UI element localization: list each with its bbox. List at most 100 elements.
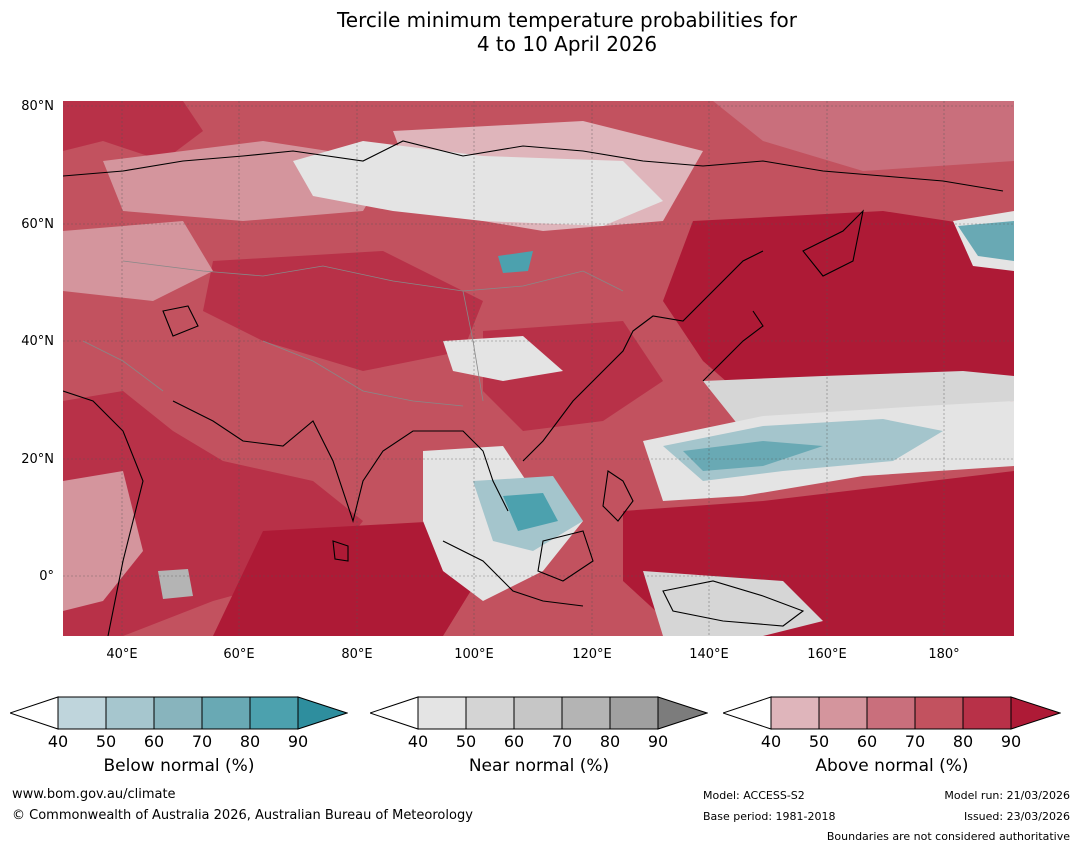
probability-map [63, 101, 1014, 636]
lat-label-40n: 40°N [21, 334, 54, 349]
tick-above-90: 90 [1000, 732, 1022, 751]
map-canvas [63, 101, 1014, 636]
colorbar-above-seg-70 [914, 696, 964, 730]
colorbar-below-seg-70 [201, 696, 251, 730]
colorbar-near [370, 696, 708, 730]
title-line-1: Tercile minimum temperature probabilitie… [336, 8, 798, 32]
east-asia-coast [522, 250, 764, 462]
tick-near-40: 40 [407, 732, 429, 751]
border-china-west [462, 290, 484, 402]
colorbar-below-max-arrow [297, 696, 348, 730]
colorbar-above-min-arrow [723, 696, 772, 730]
region-below-70-pacific [683, 441, 823, 471]
lat-label-equator: 0° [39, 569, 54, 584]
region-above-50-europe [63, 221, 213, 301]
region-above-90-io [213, 521, 483, 636]
colorbar-above-seg-60 [866, 696, 916, 730]
tick-above-70: 70 [904, 732, 926, 751]
border-south-asia [262, 340, 464, 407]
issued-text: Issued: 23/03/2026 [963, 810, 1070, 823]
region-above-80-nw [63, 101, 203, 161]
graticule [63, 101, 1014, 636]
tick-below-60: 60 [143, 732, 165, 751]
tick-near-60: 60 [503, 732, 525, 751]
lon-label-60e: 60°E [223, 647, 255, 662]
colorbar-below-seg-40 [57, 696, 107, 730]
region-above-70-ne [713, 101, 1014, 171]
tick-below-40: 40 [47, 732, 69, 751]
lon-label-40e: 40°E [106, 647, 138, 662]
country-borders [82, 260, 624, 407]
region-below-80-borneo [503, 493, 558, 531]
lat-label-60n: 60°N [21, 217, 54, 232]
lat-label-80n: 80°N [21, 99, 54, 114]
colorbar-near-seg-50 [465, 696, 515, 730]
colorbar-near-seg-40 [417, 696, 467, 730]
colorbar-above-seg-80 [962, 696, 1012, 730]
tick-above-50: 50 [808, 732, 830, 751]
legend-above-normal: 40 50 60 70 80 90 Above normal (%) [723, 696, 1061, 776]
lon-label-140e: 140°E [689, 647, 729, 662]
region-above-80-central-asia [203, 251, 483, 371]
tick-below-50: 50 [95, 732, 117, 751]
copyright-text: © Commonwealth of Australia 2026, Austra… [12, 808, 473, 823]
colorbar-above-max-arrow [1010, 696, 1061, 730]
legend-near-normal: 40 50 60 70 80 90 Near normal (%) [370, 696, 708, 776]
sri-lanka-coast [332, 540, 349, 562]
arctic-coast [63, 140, 1004, 192]
legend-below-title: Below normal (%) [103, 756, 255, 776]
legend-near-title: Near normal (%) [468, 756, 610, 776]
legend-below-normal: 40 50 60 70 80 90 Below normal (%) [10, 696, 348, 776]
region-near-70-somalia [158, 569, 193, 599]
colorbar-below [10, 696, 348, 730]
lon-label-160e: 160°E [807, 647, 847, 662]
colorbar-below-seg-60 [153, 696, 203, 730]
base-period-text: Base period: 1981-2018 [703, 810, 836, 823]
tick-near-50: 50 [455, 732, 477, 751]
lon-label-180: 180° [928, 647, 960, 662]
colorbar-near-seg-80 [609, 696, 659, 730]
colorbar-below-ticks: 40 50 60 70 80 90 [10, 732, 348, 752]
tick-above-40: 40 [760, 732, 782, 751]
title-line-2: 4 to 10 April 2026 [476, 32, 658, 56]
lat-label-20n: 20°N [21, 452, 54, 467]
colorbar-below-min-arrow [10, 696, 59, 730]
model-run-text: Model run: 21/03/2026 [944, 789, 1070, 802]
sumatra-java-coast [442, 540, 584, 607]
colorbar-above-seg-50 [818, 696, 868, 730]
japan-coast [702, 310, 764, 382]
region-near-siberia [293, 141, 663, 226]
colorbar-near-seg-70 [561, 696, 611, 730]
border-middle-east [82, 340, 164, 392]
tick-near-80: 80 [599, 732, 621, 751]
colorbar-below-seg-80 [249, 696, 299, 730]
region-near-tibet [443, 336, 563, 381]
model-text: Model: ACCESS-S2 [703, 789, 805, 802]
south-asia-coast [172, 400, 509, 523]
tick-near-90: 90 [647, 732, 669, 751]
region-near-new-guinea [643, 571, 823, 636]
kamchatka-coast [802, 209, 864, 277]
philippines-coast [602, 470, 634, 522]
borneo-coast [537, 530, 594, 582]
region-below-80-baikal [498, 251, 533, 273]
tick-above-80: 80 [952, 732, 974, 751]
caspian-coast [162, 305, 199, 337]
website-link[interactable]: www.bom.gov.au/climate [12, 787, 176, 802]
colorbar-below-seg-50 [105, 696, 155, 730]
colorbar-above [723, 696, 1061, 730]
legend-above-title: Above normal (%) [815, 756, 969, 776]
tick-below-80: 80 [239, 732, 261, 751]
colorbar-near-ticks: 40 50 60 70 80 90 [370, 732, 708, 752]
colorbar-above-seg-40 [770, 696, 820, 730]
colorbar-near-max-arrow [657, 696, 708, 730]
tick-above-60: 60 [856, 732, 878, 751]
colorbar-near-seg-60 [513, 696, 563, 730]
lon-label-80e: 80°E [341, 647, 373, 662]
border-central-asia [122, 260, 624, 292]
disclaimer-text: Boundaries are not considered authoritat… [826, 830, 1070, 843]
new-guinea-coast [662, 580, 805, 627]
east-africa-coast [63, 390, 144, 636]
region-below-70-bering [958, 221, 1014, 261]
colorbar-near-min-arrow [370, 696, 419, 730]
